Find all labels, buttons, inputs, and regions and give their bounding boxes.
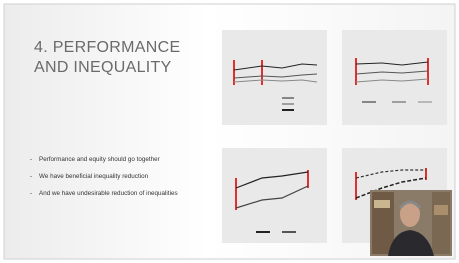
title-line: 4. PERFORMANCE [34,38,180,58]
title-line: AND INEQUALITY [34,58,180,78]
chart-panel [222,30,327,125]
bullet: We have beneficial inequality reduction [30,173,180,181]
bullet-list: Performance and equity should go togethe… [30,156,180,207]
chart-panel [222,148,327,243]
screenshot: 4. PERFORMANCE AND INEQUALITY Performanc… [0,0,459,263]
bullet: Performance and equity should go togethe… [30,156,180,164]
bullet: And we have undesirable reduction of ine… [30,190,180,198]
webcam-video [370,190,452,256]
chart-panel [342,30,447,125]
slide-title: 4. PERFORMANCE AND INEQUALITY [34,38,180,78]
